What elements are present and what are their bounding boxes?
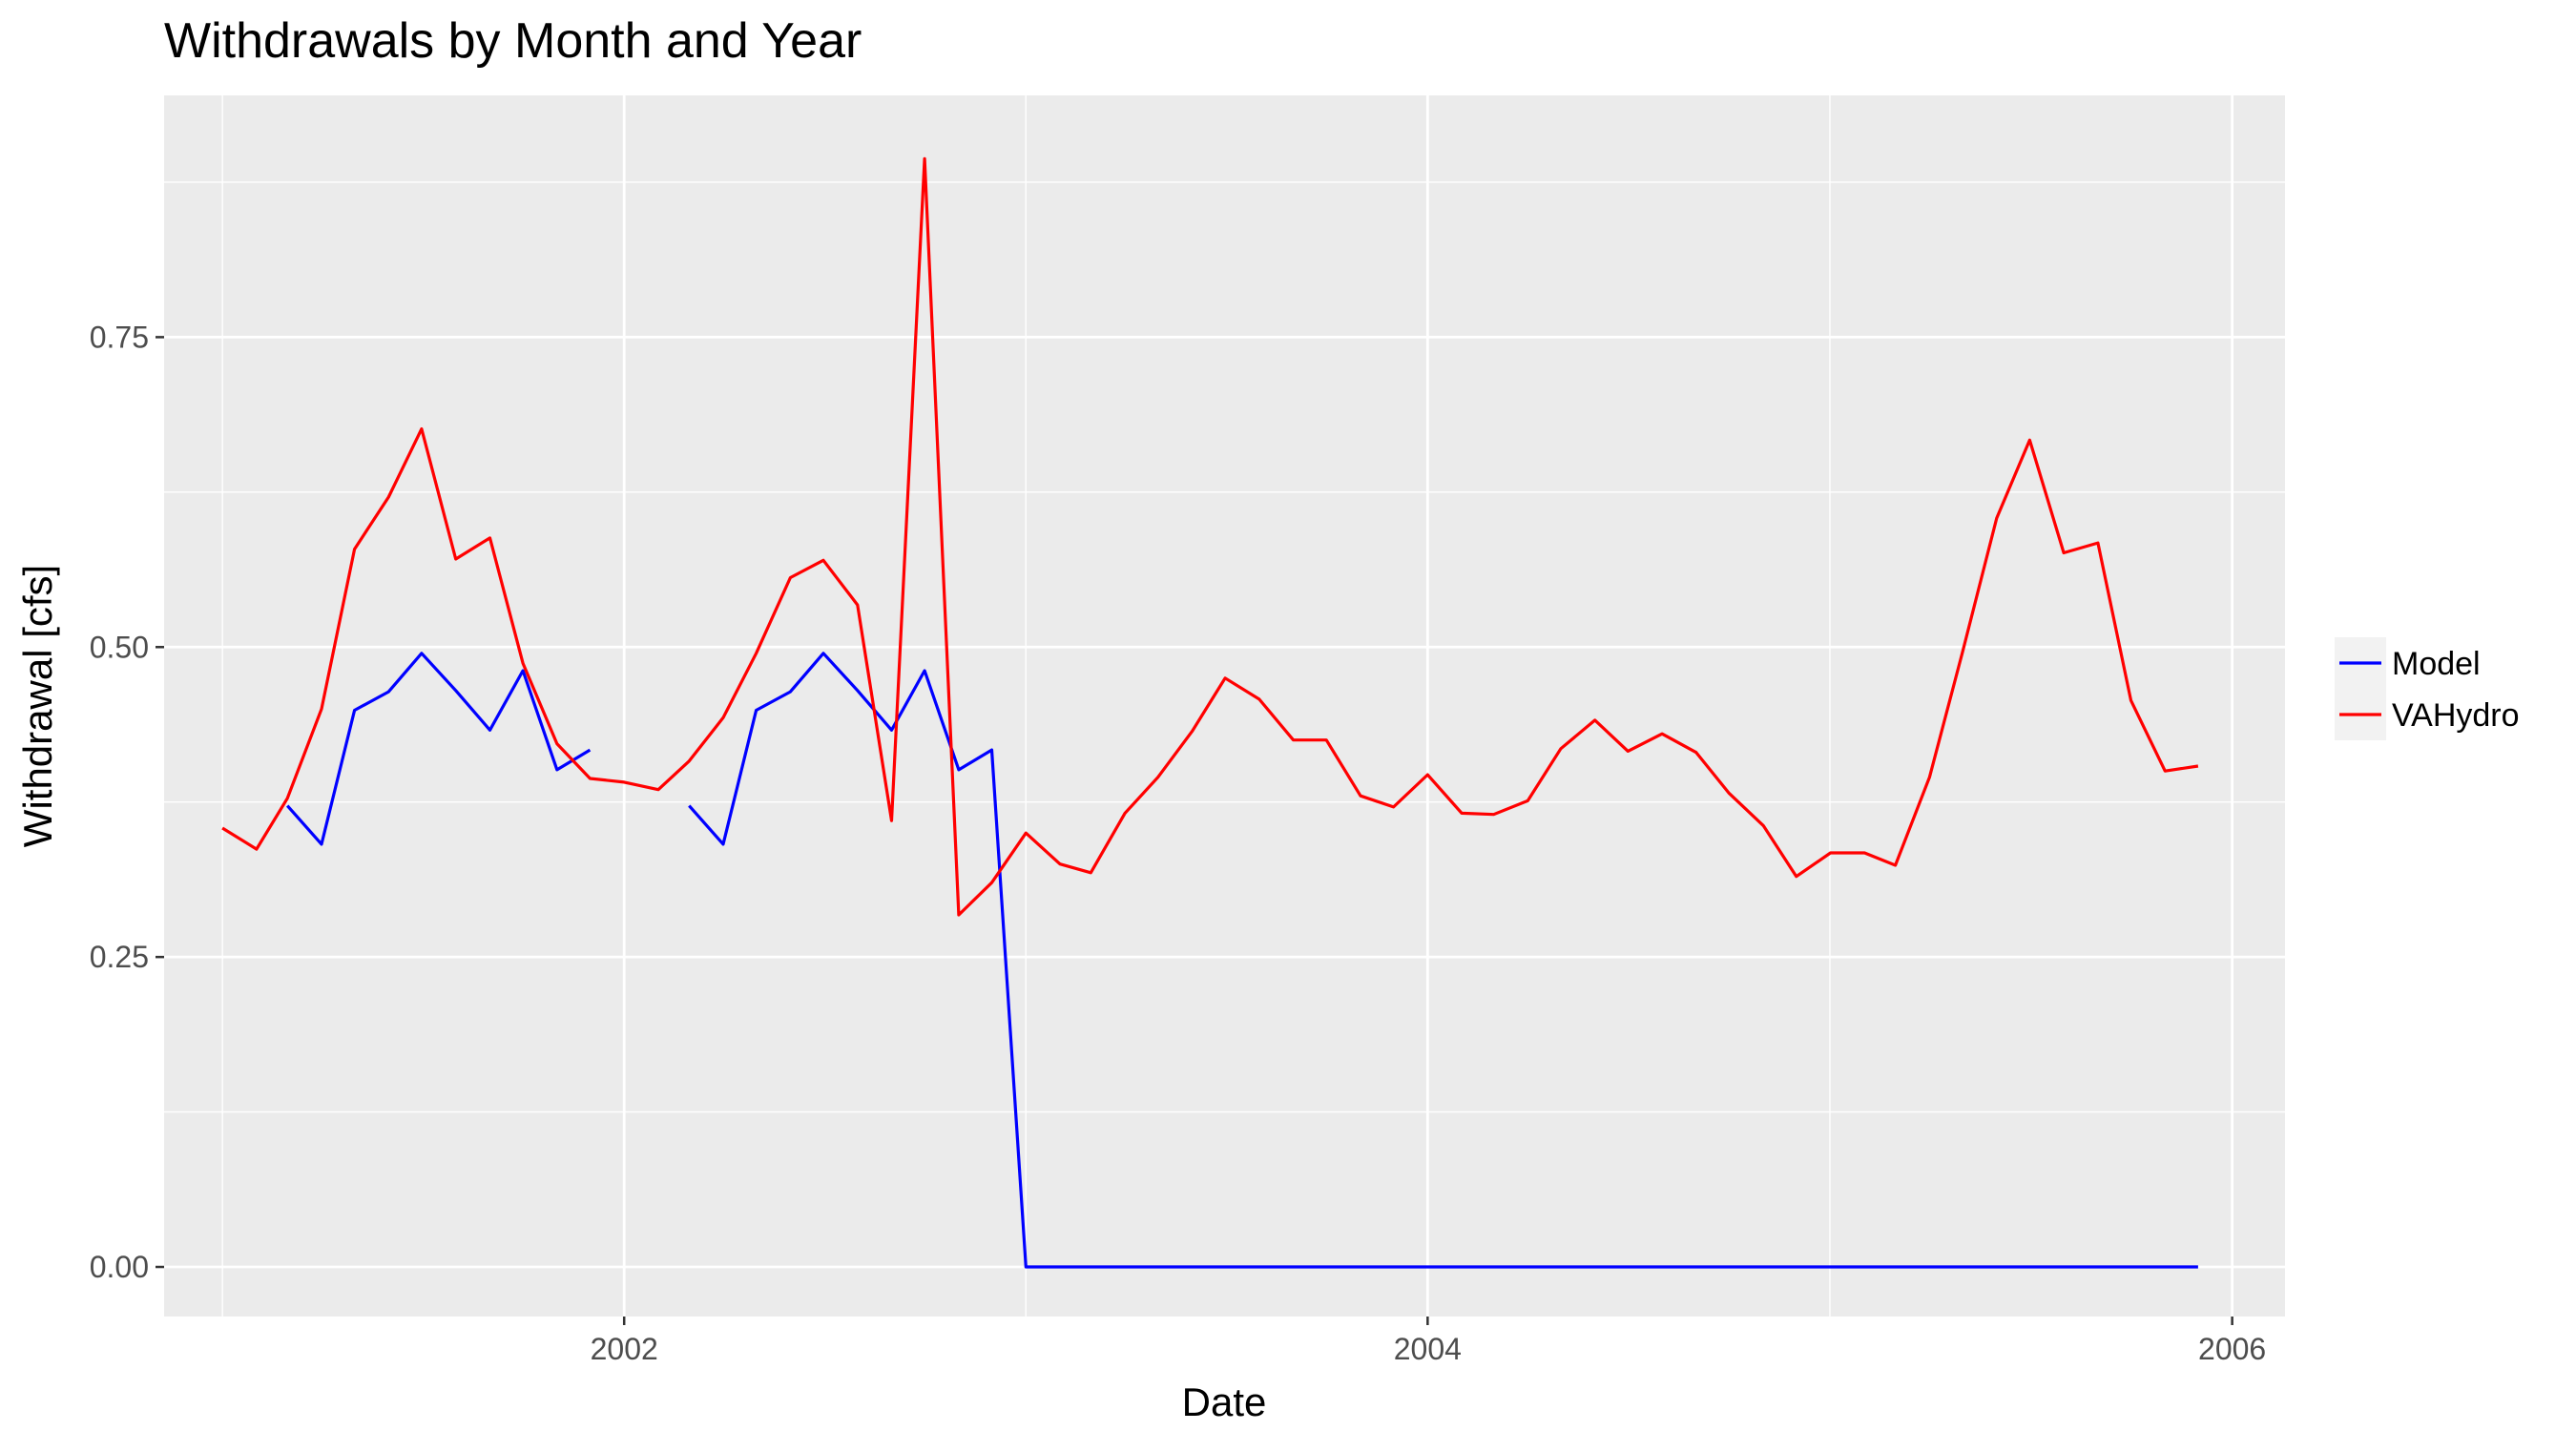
y-axis-title: Withdrawal [cfs] — [15, 565, 60, 847]
y-tick-label: 0.25 — [90, 940, 149, 974]
gridlines — [164, 95, 2285, 1317]
x-axis: 2002 2004 2006 — [591, 1317, 2266, 1366]
y-axis: 0.00 0.25 0.50 0.75 — [90, 320, 164, 1284]
series-line-model — [286, 652, 592, 846]
series-lines — [221, 156, 2199, 1269]
series-line-model — [688, 652, 2198, 1269]
legend-label-vahydro: VAHydro — [2392, 697, 2520, 734]
y-tick-label: 0.00 — [90, 1250, 149, 1284]
legend-label-model: Model — [2392, 646, 2481, 682]
x-tick-label: 2004 — [1394, 1332, 1462, 1366]
y-tick-label: 0.75 — [90, 320, 149, 354]
legend: Model VAHydro — [2335, 637, 2520, 740]
y-tick-label: 0.50 — [90, 630, 149, 664]
series-line-vahydro — [221, 156, 2199, 917]
x-tick-label: 2006 — [2198, 1332, 2266, 1366]
x-axis-title: Date — [1182, 1379, 1267, 1424]
x-tick-label: 2002 — [591, 1332, 658, 1366]
plot-panel — [164, 95, 2285, 1317]
chart-title: Withdrawals by Month and Year — [164, 13, 862, 69]
